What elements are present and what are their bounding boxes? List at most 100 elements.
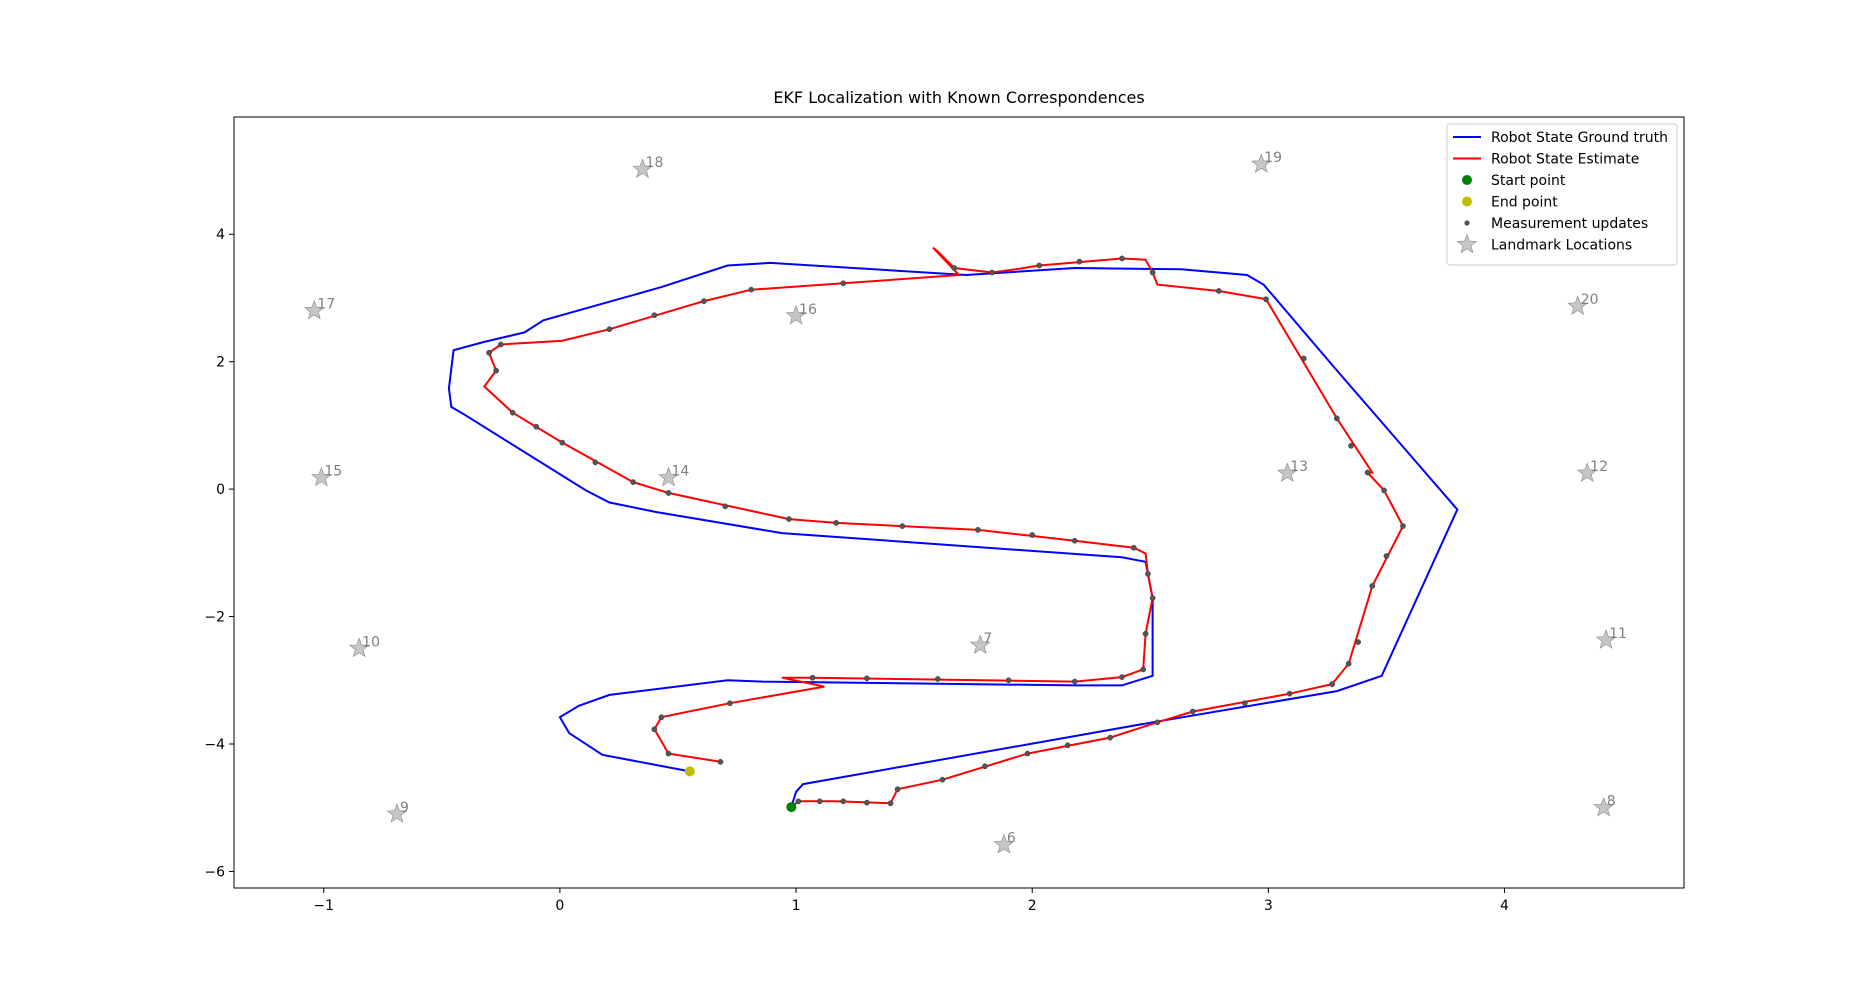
measurement-point (1145, 571, 1151, 577)
landmark-label: 7 (983, 631, 992, 647)
landmark-label: 17 (317, 297, 335, 313)
y-tick-label: −6 (204, 864, 225, 880)
measurement-point (1300, 355, 1307, 362)
measurement-point (951, 265, 958, 271)
landmark (1593, 796, 1615, 817)
measurement-point (651, 312, 658, 319)
landmark (348, 637, 370, 658)
landmark-label: 10 (362, 634, 380, 650)
measurement-point (795, 798, 802, 805)
measurement-point (939, 776, 946, 783)
point-marker (684, 766, 695, 777)
x-tick-label: 1 (792, 898, 801, 914)
legend-label: Measurement updates (1491, 216, 1648, 232)
measurement-point (1036, 262, 1043, 269)
y-tick-label: 4 (216, 227, 225, 243)
measurement-point (1071, 678, 1078, 685)
measurement-point (1381, 487, 1387, 494)
legend-label: Start point (1491, 173, 1566, 189)
chart-title: EKF Localization with Known Corresponden… (773, 88, 1144, 107)
landmark-label: 19 (1264, 150, 1282, 166)
landmark-label: 6 (1007, 831, 1016, 847)
measurement-point (1215, 288, 1222, 294)
x-tick-label: 0 (555, 898, 564, 914)
measurement-point (1140, 666, 1147, 673)
landmark-label: 11 (1609, 626, 1627, 642)
landmark-label: 18 (646, 155, 664, 171)
y-tick-label: −4 (204, 737, 225, 753)
plot-area: 6 7 8 9 10 11 12 13 14 15 16 17 18 19 20 (303, 150, 1627, 854)
measurement-point (606, 326, 613, 333)
landmark (969, 634, 991, 655)
legend-box (1446, 123, 1678, 266)
landmark (632, 158, 653, 179)
legend-label: Robot State Estimate (1491, 152, 1639, 168)
landmark-label: 13 (1290, 459, 1308, 475)
y-tick-label: 0 (216, 482, 225, 498)
y-tick-label: −2 (204, 610, 225, 626)
landmark (1595, 629, 1617, 649)
measurement-point (1076, 258, 1083, 265)
measurement-point (864, 799, 870, 806)
legend-label: End point (1491, 195, 1558, 211)
legend-swatch (1462, 196, 1472, 207)
point-marker (786, 802, 797, 813)
x-tick-label: 4 (1500, 898, 1509, 914)
measurement-point (1149, 269, 1156, 276)
measurement-point (975, 527, 981, 533)
measurement-point (1005, 677, 1012, 684)
measurement-point (651, 726, 658, 733)
measurement-point (1029, 532, 1036, 538)
x-tick-label: 3 (1264, 898, 1273, 914)
landmark-label: 8 (1607, 794, 1616, 810)
measurement-point (486, 349, 492, 356)
landmark-label: 20 (1581, 292, 1599, 308)
measurement-point (493, 367, 499, 374)
measurement-point (592, 459, 599, 466)
x-tick-label: −1 (313, 898, 334, 914)
measurement-point (1345, 660, 1352, 667)
measurement-point (1400, 523, 1406, 529)
measurement-point (748, 286, 755, 293)
measurement-point (1149, 595, 1156, 601)
landmark-label: 15 (324, 464, 342, 480)
measurement-point (1130, 544, 1137, 551)
measurement-point (1107, 734, 1113, 741)
landmark (1250, 153, 1272, 173)
measurement-point (887, 800, 894, 807)
measurement-point (1355, 639, 1361, 645)
measurement-point (1189, 708, 1196, 715)
x-tick-label: 2 (1028, 898, 1037, 914)
measurement-point (934, 676, 941, 682)
landmark-label: 14 (672, 464, 690, 480)
legend-label: Robot State Ground truth (1491, 130, 1668, 146)
landmark (303, 299, 325, 320)
measurement-point (989, 269, 995, 276)
measurement-point (864, 675, 870, 682)
measurement-point (665, 750, 672, 757)
measurement-point (816, 798, 823, 805)
plot-frame (233, 116, 1685, 889)
measurement-point (1286, 690, 1293, 697)
landmark (311, 466, 332, 487)
measurement-point (833, 520, 840, 526)
legend-label: Landmark Locations (1491, 238, 1632, 254)
measurement-point (786, 516, 792, 522)
measurement-point (509, 409, 516, 416)
measurement-point (1119, 674, 1125, 680)
measurement-point (701, 298, 707, 304)
measurement-point (1348, 442, 1354, 449)
measurement-point (665, 490, 672, 496)
measurement-point (559, 439, 566, 446)
measurement-point (1369, 583, 1376, 589)
measurement-point (533, 423, 540, 430)
measurement-point (1329, 681, 1335, 687)
landmark-label: 9 (400, 800, 409, 816)
landmark (1567, 295, 1589, 315)
legend-swatch (1456, 233, 1478, 254)
y-tick-label: 2 (216, 355, 225, 371)
measurement-point (1142, 630, 1149, 637)
measurement-point (894, 786, 901, 793)
measurement-point (1024, 750, 1031, 757)
